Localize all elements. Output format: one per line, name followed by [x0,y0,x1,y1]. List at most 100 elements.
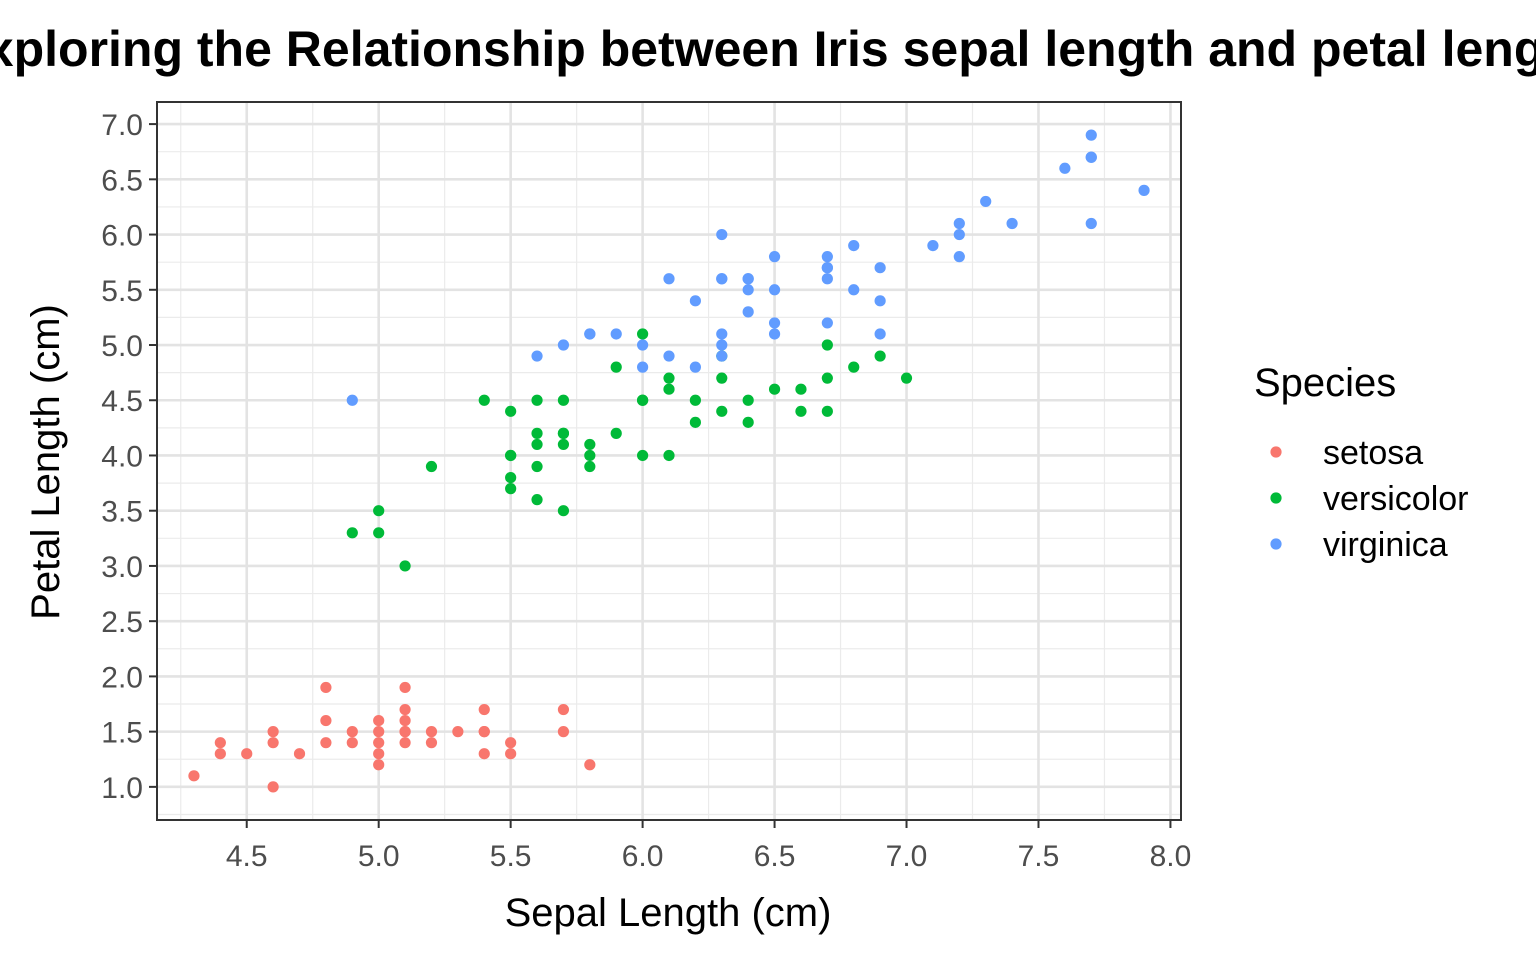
data-point-versicolor [821,405,833,417]
data-point-virginica [716,350,728,362]
plot-border [156,101,1182,821]
data-point-virginica [610,328,622,340]
data-point-versicolor [716,372,728,384]
data-point-virginica [1085,151,1097,163]
series-setosa [188,681,596,793]
data-point-versicolor [637,328,649,340]
data-point-virginica [953,217,965,230]
data-point-virginica [768,328,781,340]
data-point-virginica [874,328,886,340]
data-point-setosa [399,737,411,749]
data-point-versicolor [848,361,860,373]
data-point-setosa [478,703,490,716]
data-point-setosa [188,770,200,782]
data-point-versicolor [874,350,886,362]
data-point-versicolor [637,449,649,462]
data-point-virginica [821,251,833,263]
data-point-setosa [557,726,570,738]
data-point-virginica [663,350,675,362]
y-tick-label: 1.0 [101,772,143,805]
data-point-virginica [953,228,965,241]
legend-item-virginica: virginica [1270,526,1448,564]
x-tick-label: 8.0 [1150,840,1192,873]
data-point-setosa [399,703,411,716]
data-point-setosa [346,737,358,749]
data-point-setosa [505,737,517,749]
data-point-virginica [848,284,860,296]
data-point-versicolor [478,394,490,406]
data-point-virginica [768,251,781,263]
x-tick-label: 5.0 [358,840,400,873]
y-tick-label: 3.5 [101,496,143,529]
data-point-virginica [953,251,965,263]
data-point-versicolor [795,383,807,395]
data-point-setosa [320,714,332,727]
y-axis-title: Petal Length (cm) [24,304,68,620]
data-point-versicolor [584,438,596,451]
legend-item-versicolor: versicolor [1270,480,1468,518]
data-point-versicolor [663,449,675,462]
data-point-versicolor [663,372,675,384]
data-point-virginica [689,295,701,307]
data-point-virginica [821,262,833,274]
data-point-versicolor [505,449,517,462]
x-tick-label: 4.5 [226,840,268,873]
data-point-virginica [742,284,754,296]
data-point-setosa [214,737,226,749]
data-point-versicolor [373,527,385,539]
data-point-versicolor [689,394,701,406]
data-point-virginica [716,273,728,285]
data-point-virginica [1138,184,1150,196]
y-tick-label: 6.5 [101,164,143,197]
x-tick-label: 7.0 [886,840,928,873]
series-versicolor [346,328,913,572]
x-axis-ticks: 4.5 5.0 5.5 6.0 6.5 7.0 7.5 8.0 [226,820,1191,873]
data-point-versicolor [584,460,596,473]
y-axis-ticks: 1.0 1.5 2.0 2.5 3.0 3.5 4.0 4.5 5.0 5.5 6.0 6.5 7.0 [101,109,157,805]
data-point-virginica [716,328,728,340]
data-point-versicolor [373,505,385,517]
data-point-virginica [1085,217,1097,230]
data-point-setosa [241,748,253,760]
data-point-virginica [637,339,649,351]
data-point-versicolor [505,405,517,417]
data-point-virginica [1085,129,1097,141]
data-point-setosa [373,726,385,738]
data-point-versicolor [795,405,807,417]
data-point-versicolor [346,527,358,539]
x-tick-label: 6.0 [622,840,664,873]
data-point-setosa [584,759,596,771]
data-point-setosa [320,737,332,749]
data-point-versicolor [399,560,411,572]
legend-item-setosa: setosa [1270,434,1423,472]
legend-title: Species [1254,361,1396,405]
data-point-virginica [980,195,992,208]
data-point-setosa [505,748,517,760]
data-point-versicolor [425,460,438,473]
data-point-versicolor [610,361,622,373]
data-point-versicolor [531,394,543,406]
data-point-versicolor [557,505,570,517]
data-point-setosa [399,681,411,694]
data-point-virginica [1006,217,1018,230]
x-tick-label: 7.5 [1018,840,1060,873]
data-point-virginica [346,394,358,406]
legend-label-versicolor: versicolor [1323,480,1468,518]
data-point-setosa [214,748,226,760]
data-point-setosa [373,748,385,760]
data-point-versicolor [663,383,675,395]
data-point-versicolor [768,383,781,395]
x-tick-label: 5.5 [490,840,532,873]
data-point-virginica [848,240,860,252]
legend-label-setosa: setosa [1323,434,1423,472]
data-point-setosa [452,726,464,738]
data-point-versicolor [557,438,570,451]
data-point-virginica [821,273,833,285]
data-point-setosa [267,781,279,793]
data-point-versicolor [821,339,833,351]
data-point-virginica [768,317,781,329]
data-point-virginica [637,361,649,373]
data-point-setosa [267,726,279,738]
data-point-setosa [373,714,385,727]
